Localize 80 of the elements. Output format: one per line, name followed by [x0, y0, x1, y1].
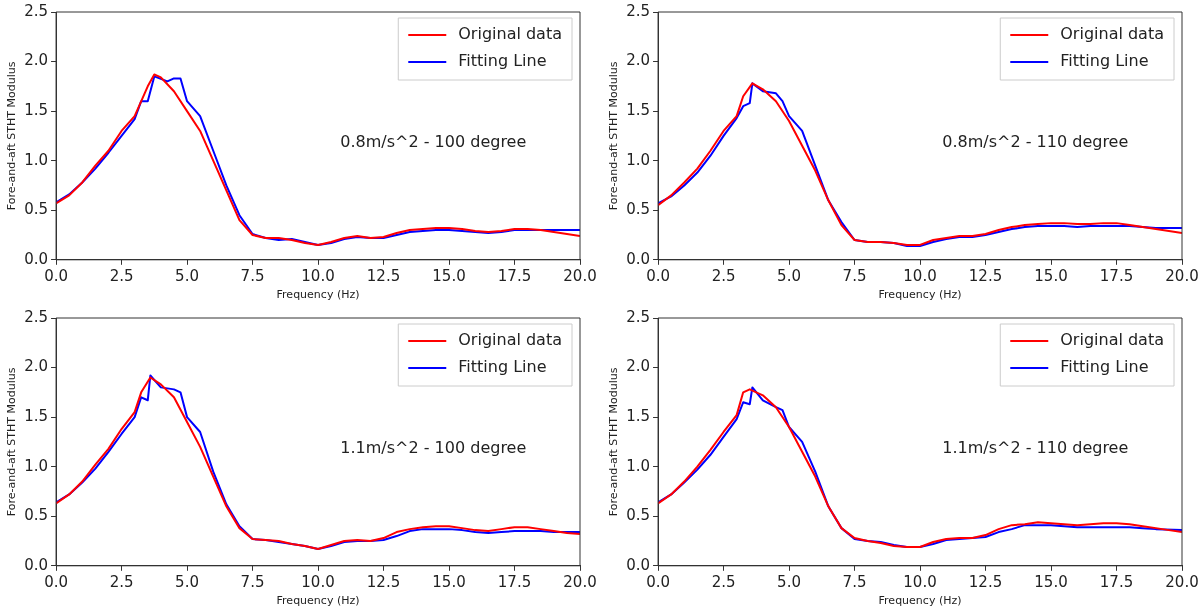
y-tick-label: 2.5 [24, 1, 49, 20]
legend-label: Original data [458, 24, 562, 44]
x-tick-label: 7.5 [240, 572, 265, 591]
x-tick-label: 10.0 [903, 266, 937, 285]
y-tick-label: 2.0 [626, 357, 651, 376]
y-tick-label: 1.0 [626, 150, 651, 169]
y-tick-label: 1.5 [24, 407, 49, 426]
x-tick-label: 12.5 [366, 572, 401, 591]
annotation: 1.1m/s^2 - 110 degree [942, 438, 1129, 458]
x-tick-label: 0.0 [44, 572, 68, 591]
y-tick-label: 1.5 [626, 101, 651, 120]
y-tick-label: 0.5 [24, 506, 49, 525]
y-tick-label: 2.0 [24, 51, 49, 70]
x-tick-label: 17.5 [497, 266, 532, 285]
x-axis-title: Frequency (Hz) [878, 594, 962, 608]
y-tick-label: 0.5 [626, 506, 651, 525]
x-tick-label: 5.0 [175, 572, 199, 591]
x-axis-title: Frequency (Hz) [276, 594, 360, 608]
x-tick-label: 20.0 [1165, 266, 1199, 285]
y-axis-title: Fore-and-aft STHT Modulus [5, 61, 19, 211]
x-tick-label: 12.5 [968, 266, 1003, 285]
x-tick-label: 20.0 [563, 266, 597, 285]
y-tick-label: 0.0 [626, 249, 651, 268]
x-tick-label: 7.5 [842, 572, 867, 591]
x-tick-label: 10.0 [301, 266, 335, 285]
x-tick-label: 17.5 [497, 572, 532, 591]
y-axis-title: Fore-and-aft STHT Modulus [607, 367, 621, 517]
x-tick-label: 7.5 [240, 266, 265, 285]
x-tick-label: 2.5 [711, 572, 736, 591]
y-tick-label: 0.5 [24, 200, 49, 219]
annotation: 1.1m/s^2 - 100 degree [340, 438, 527, 458]
x-tick-label: 17.5 [1099, 266, 1134, 285]
legend-label: Original data [458, 330, 562, 350]
y-tick-label: 2.5 [626, 1, 651, 20]
x-tick-label: 10.0 [301, 572, 335, 591]
y-tick-label: 0.0 [24, 555, 49, 574]
y-tick-label: 0.0 [626, 555, 651, 574]
y-axis-title: Fore-and-aft STHT Modulus [607, 61, 621, 211]
x-tick-label: 7.5 [842, 266, 867, 285]
y-tick-label: 2.5 [626, 307, 651, 326]
legend-label: Fitting Line [458, 51, 547, 71]
y-tick-label: 1.5 [24, 101, 49, 120]
x-tick-label: 12.5 [366, 266, 401, 285]
legend-label: Fitting Line [1060, 51, 1149, 71]
y-tick-label: 1.0 [24, 456, 49, 475]
annotation: 0.8m/s^2 - 100 degree [340, 132, 527, 152]
x-tick-label: 15.0 [432, 572, 466, 591]
x-tick-label: 0.0 [646, 266, 670, 285]
legend-label: Original data [1060, 24, 1164, 44]
x-tick-label: 20.0 [563, 572, 597, 591]
x-tick-label: 12.5 [968, 572, 1003, 591]
legend-label: Fitting Line [458, 357, 547, 377]
y-tick-label: 2.0 [24, 357, 49, 376]
y-tick-label: 1.5 [626, 407, 651, 426]
x-tick-label: 20.0 [1165, 572, 1199, 591]
y-tick-label: 0.5 [626, 200, 651, 219]
legend-label: Fitting Line [1060, 357, 1149, 377]
x-tick-label: 0.0 [44, 266, 68, 285]
x-tick-label: 2.5 [109, 572, 134, 591]
annotation: 0.8m/s^2 - 110 degree [942, 132, 1129, 152]
x-tick-label: 2.5 [711, 266, 736, 285]
y-tick-label: 2.5 [24, 307, 49, 326]
x-axis-title: Frequency (Hz) [276, 288, 360, 302]
x-tick-label: 10.0 [903, 572, 937, 591]
x-tick-label: 5.0 [777, 266, 801, 285]
y-tick-label: 1.0 [626, 456, 651, 475]
x-tick-label: 5.0 [175, 266, 199, 285]
x-tick-label: 15.0 [1034, 266, 1068, 285]
x-tick-label: 0.0 [646, 572, 670, 591]
y-tick-label: 0.0 [24, 249, 49, 268]
x-tick-label: 15.0 [1034, 572, 1068, 591]
x-tick-label: 15.0 [432, 266, 466, 285]
y-axis-title: Fore-and-aft STHT Modulus [5, 367, 19, 517]
y-tick-label: 2.0 [626, 51, 651, 70]
x-tick-label: 17.5 [1099, 572, 1134, 591]
legend-label: Original data [1060, 330, 1164, 350]
x-tick-label: 2.5 [109, 266, 134, 285]
y-tick-label: 1.0 [24, 150, 49, 169]
x-tick-label: 5.0 [777, 572, 801, 591]
x-axis-title: Frequency (Hz) [878, 288, 962, 302]
